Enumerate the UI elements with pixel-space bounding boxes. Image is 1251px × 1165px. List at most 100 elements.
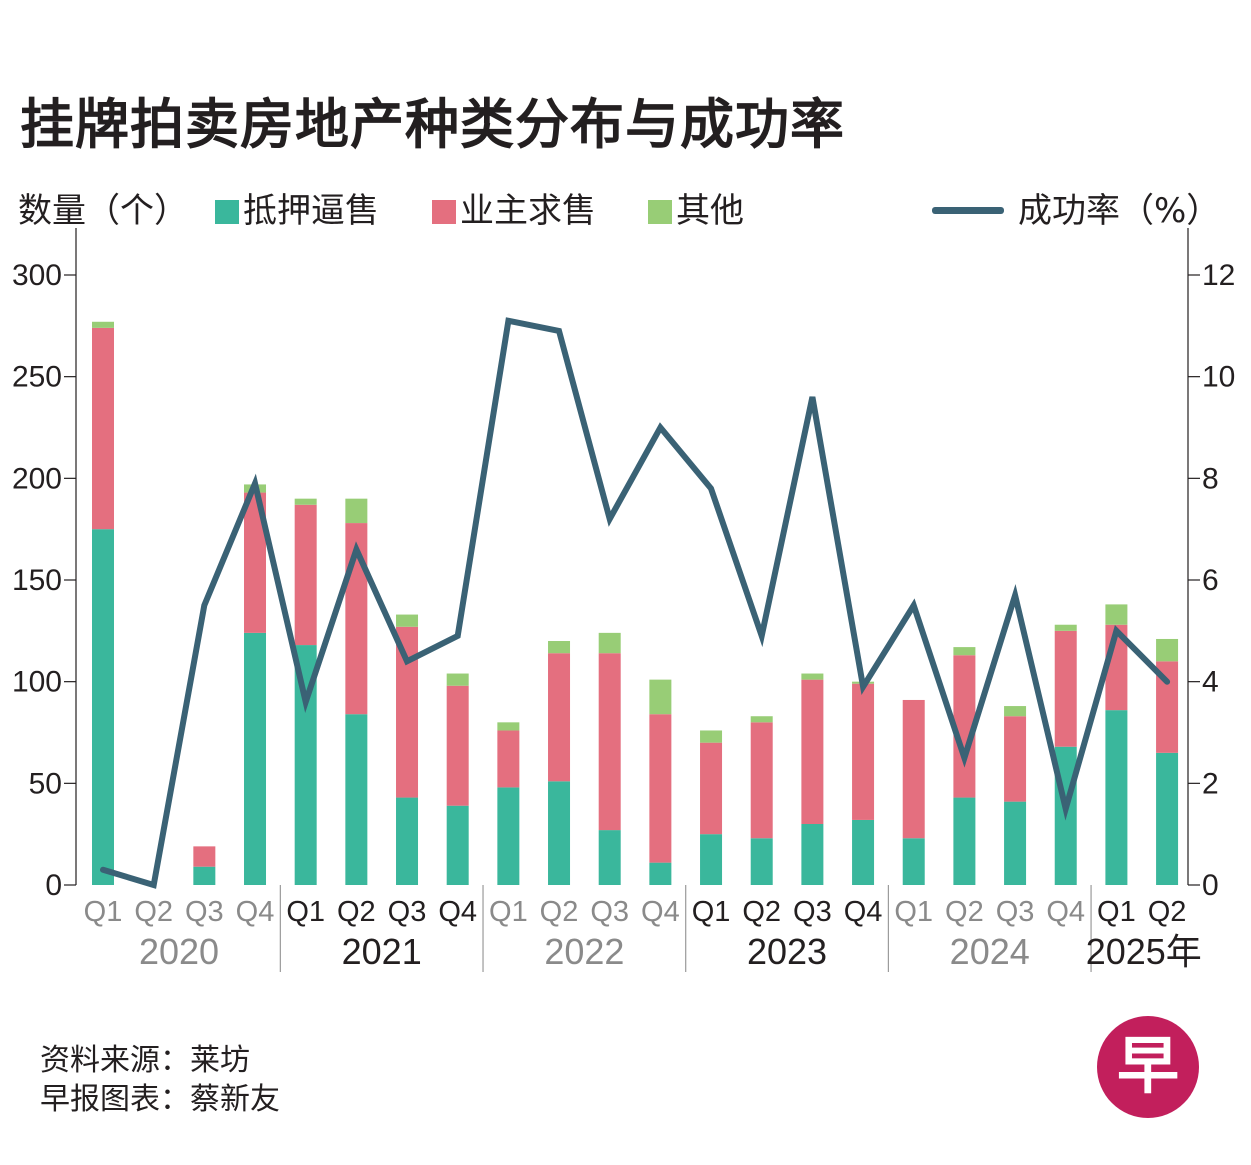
quarter-label: Q4 bbox=[844, 896, 883, 928]
bar-segment-other bbox=[1054, 624, 1077, 631]
right-tick-label: 8 bbox=[1202, 462, 1219, 495]
legend-item-foreclosure: 抵押逼售 bbox=[215, 183, 379, 232]
quarter-label: Q1 bbox=[1097, 896, 1136, 928]
bar-segment-foreclosure bbox=[902, 838, 925, 885]
quarter-label: Q1 bbox=[894, 896, 933, 928]
quarter-label: Q2 bbox=[337, 896, 376, 928]
quarter-label: Q2 bbox=[945, 896, 984, 928]
bar-segment-owner-sale bbox=[598, 653, 621, 831]
left-tick-label: 100 bbox=[12, 666, 62, 699]
legend-label-owner-sale: 业主求售 bbox=[460, 191, 596, 231]
quarter-label: Q1 bbox=[489, 896, 528, 928]
quarter-label: Q1 bbox=[692, 896, 731, 928]
bar-segment-owner-sale bbox=[902, 699, 925, 839]
bar-segment-owner-sale bbox=[750, 722, 773, 839]
bar-segment-other bbox=[598, 632, 621, 654]
bar-segment-owner-sale bbox=[649, 714, 672, 863]
left-tick-label: 200 bbox=[12, 462, 62, 495]
quarter-label: Q4 bbox=[641, 896, 680, 928]
credit-note: 早报图表：蔡新友 bbox=[40, 1082, 280, 1117]
bar-segment-other bbox=[1004, 706, 1027, 717]
quarter-label: Q2 bbox=[1148, 896, 1187, 928]
bar-segment-other bbox=[700, 730, 723, 743]
year-label: 2024 bbox=[950, 931, 1030, 972]
bar-segment-other bbox=[750, 716, 773, 723]
left-tick-label: 150 bbox=[12, 564, 62, 597]
bar-segment-other bbox=[345, 498, 368, 524]
left-tick-label: 0 bbox=[45, 869, 62, 902]
bar-segment-foreclosure bbox=[1105, 710, 1128, 885]
quarter-label: Q1 bbox=[286, 896, 325, 928]
bar-segment-foreclosure bbox=[294, 645, 317, 885]
bar-segment-foreclosure bbox=[598, 830, 621, 885]
quarter-label: Q4 bbox=[438, 896, 477, 928]
bar-segment-owner-sale bbox=[1054, 630, 1077, 747]
bar-segment-other bbox=[396, 614, 419, 627]
legend-item-other: 其他 bbox=[648, 183, 744, 232]
bar-segment-other bbox=[294, 498, 317, 505]
right-tick-label: 10 bbox=[1202, 361, 1235, 394]
source-note: 资料来源：莱坊 bbox=[40, 1043, 250, 1078]
legend-swatch-owner-sale bbox=[432, 200, 456, 224]
left-tick-label: 300 bbox=[12, 259, 62, 292]
bar-segment-other bbox=[953, 647, 976, 656]
bar-segment-foreclosure bbox=[801, 824, 824, 885]
quarter-label: Q1 bbox=[84, 896, 123, 928]
bar-segment-owner-sale bbox=[852, 683, 875, 820]
bar-segment-other bbox=[92, 321, 114, 328]
bar-segment-owner-sale bbox=[953, 655, 976, 798]
bar-segment-owner-sale bbox=[294, 504, 317, 646]
bar-segment-foreclosure bbox=[1156, 752, 1179, 885]
bar-segment-foreclosure bbox=[852, 819, 875, 885]
bar-segment-foreclosure bbox=[700, 834, 723, 885]
quarter-label: Q2 bbox=[134, 896, 173, 928]
bar-segment-foreclosure bbox=[649, 862, 672, 885]
legend-swatch-foreclosure bbox=[215, 200, 239, 224]
bar-segment-foreclosure bbox=[953, 797, 976, 885]
bar-segment-owner-sale bbox=[193, 846, 216, 867]
bar-segment-owner-sale bbox=[548, 653, 571, 782]
quarter-label: Q4 bbox=[1046, 896, 1085, 928]
year-label: 2022 bbox=[544, 931, 624, 972]
bar-segment-owner-sale bbox=[1156, 661, 1179, 753]
right-tick-label: 2 bbox=[1202, 767, 1219, 800]
success-rate-line bbox=[100, 317, 1171, 889]
quarter-label: Q2 bbox=[742, 896, 781, 928]
quarter-label: Q2 bbox=[540, 896, 579, 928]
right-tick-label: 0 bbox=[1202, 869, 1219, 902]
bar-segment-owner-sale bbox=[801, 679, 824, 824]
quarter-label: Q3 bbox=[793, 896, 832, 928]
chart-title: 挂牌拍卖房地产种类分布与成功率 bbox=[20, 93, 845, 156]
bar-segment-other bbox=[649, 679, 672, 715]
bar-segment-foreclosure bbox=[750, 838, 773, 885]
bar-segment-other bbox=[497, 722, 520, 731]
quarter-label: Q3 bbox=[996, 896, 1035, 928]
bar-segment-owner-sale bbox=[244, 492, 267, 633]
bar-segment-other bbox=[801, 673, 824, 680]
bar-segment-owner-sale bbox=[92, 327, 114, 530]
legend-item-owner-sale: 业主求售 bbox=[432, 183, 596, 232]
bar-segment-foreclosure bbox=[396, 797, 419, 885]
legend-label-success-rate: 成功率（%） bbox=[1018, 191, 1221, 231]
bar-segment-foreclosure bbox=[446, 805, 469, 885]
legend-label-other: 其他 bbox=[676, 191, 744, 231]
quarter-label: Q4 bbox=[236, 896, 275, 928]
bar-segment-owner-sale bbox=[700, 742, 723, 835]
bar-segment-foreclosure bbox=[193, 866, 216, 885]
bar-segment-foreclosure bbox=[345, 714, 368, 885]
bar-segment-other bbox=[446, 673, 469, 686]
right-tick-label: 12 bbox=[1202, 259, 1235, 292]
bar-segment-owner-sale bbox=[396, 626, 419, 798]
chart-plot: 0 50 100 150 200 250 300 0 2 4 6 8 10 12 Q1 Q2 Q3 Q4 2020… bbox=[12, 228, 1235, 972]
bar-segment-foreclosure bbox=[92, 529, 114, 885]
year-label: 2020 bbox=[139, 931, 219, 972]
bar-segment-foreclosure bbox=[548, 781, 571, 885]
zaobao-logo: 早 bbox=[1097, 1016, 1199, 1118]
bar-segment-owner-sale bbox=[1004, 716, 1027, 802]
left-tick-label: 250 bbox=[12, 361, 62, 394]
bar-segment-owner-sale bbox=[446, 685, 469, 806]
quarter-label: Q3 bbox=[388, 896, 427, 928]
year-label: 2025年 bbox=[1086, 931, 1202, 972]
right-tick-label: 6 bbox=[1202, 564, 1219, 597]
bar-segment-owner-sale bbox=[497, 730, 520, 788]
